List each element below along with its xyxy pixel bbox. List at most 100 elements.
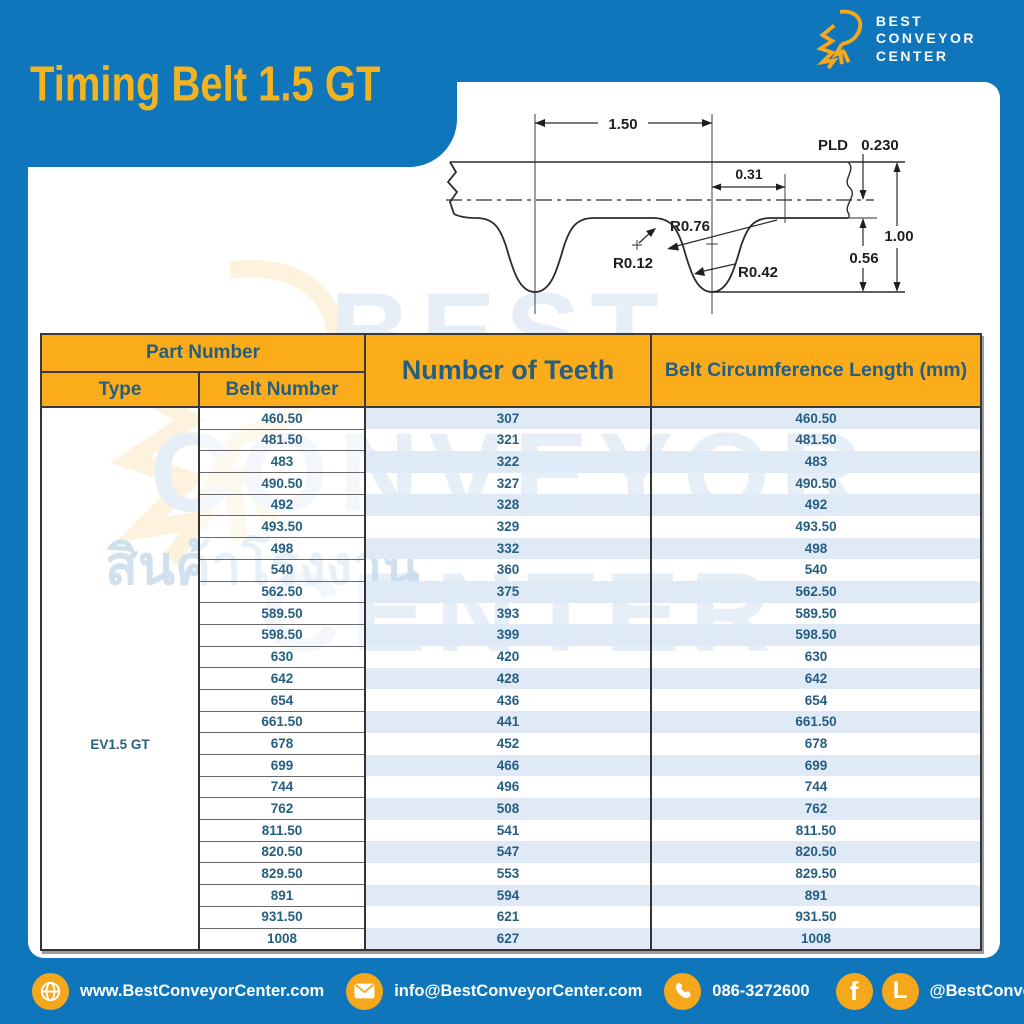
header-type: Type	[40, 371, 200, 408]
teeth-count-cell: 452	[365, 732, 652, 755]
teeth-count-cell: 547	[365, 841, 652, 863]
title-block: Timing Belt 1.5 GT	[0, 0, 457, 167]
table-row: 483 322 483	[41, 450, 981, 474]
belt-number-cell: 1008	[198, 927, 366, 951]
circumference-cell: 678	[804, 735, 828, 751]
belt-number-cell: 891	[198, 884, 366, 907]
belt-number-cell: 490.50	[198, 472, 366, 495]
website-text: www.BestConveyorCenter.com	[80, 981, 325, 1000]
table-row: 762 508 762	[41, 797, 981, 821]
belt-number-cell: 661.50	[198, 710, 366, 734]
belt-number-cell: 820.50	[198, 840, 366, 864]
teeth-count-cell: 508	[365, 797, 652, 820]
teeth-count-cell: 329	[365, 515, 652, 538]
dim-pld-value: 0.230	[861, 137, 899, 154]
line-icon: L	[881, 972, 919, 1010]
belt-number-cell: 483	[198, 450, 366, 474]
teeth-count-cell: 327	[365, 472, 652, 495]
belt-number-cell: 642	[198, 667, 366, 690]
dim-total-height: 1.00	[884, 228, 913, 245]
dim-radius-flank: R0.76	[670, 218, 710, 235]
circumference-cell: 744	[804, 779, 828, 795]
teeth-count-cell: 328	[365, 494, 652, 516]
teeth-count-cell: 594	[365, 884, 652, 907]
circumference-cell: 598.50	[651, 624, 981, 647]
table-row: 1008 627 1008	[41, 927, 981, 951]
circumference-cell: 762	[651, 797, 981, 820]
belt-number-cell: 744	[198, 775, 366, 799]
table-row: 661.50 441 661.50	[41, 710, 981, 734]
phone-icon	[664, 972, 702, 1010]
header-teeth: Number of Teeth	[364, 333, 652, 408]
teeth-count-cell: 393	[365, 602, 652, 625]
table-row: 490.50 327 490.50	[41, 472, 981, 495]
belt-number-cell: 493.50	[198, 515, 366, 539]
teeth-count-cell: 621	[365, 906, 652, 928]
teeth-count-cell: 307	[365, 407, 652, 430]
spec-table: Part Number Number of Teeth Belt Circumf…	[40, 333, 982, 952]
globe-icon	[32, 972, 69, 1010]
circumference-cell: 699	[651, 754, 981, 777]
header-circumference: Belt Circumference Length (mm)	[650, 333, 982, 408]
phone-item: 086-3272600	[664, 972, 810, 1010]
teeth-count-cell: 466	[365, 754, 652, 777]
teeth-count-cell: 321	[365, 429, 652, 451]
teeth-count-cell: 322	[365, 450, 652, 473]
table-row: 891 594 891	[41, 884, 981, 907]
circumference-cell: 490.50	[795, 475, 837, 491]
table-row: 589.50 393 589.50	[41, 602, 981, 625]
brand-line2: CONVEYOR	[875, 30, 976, 47]
email-item: info@BestConveyorCenter.com	[346, 972, 642, 1010]
table-row: 811.50 541 811.50	[41, 819, 981, 842]
goat-logo-icon	[816, 9, 863, 70]
table-row: EV1.5 GT 460.50 307 460.50	[40, 405, 981, 952]
table-row: 820.50 547 820.50	[41, 840, 981, 864]
footer: www.BestConveyorCenter.com info@BestConv…	[0, 958, 1024, 1024]
table-row: 744 496 744	[41, 775, 981, 799]
belt-number-cell: 699	[198, 754, 366, 777]
circumference-cell: 1008	[651, 928, 981, 951]
belt-number-cell: 630	[198, 645, 366, 669]
dim-pitch: 1.50	[608, 116, 637, 133]
circumference-cell: 931.50	[795, 909, 837, 925]
table-row: 481.50 321 481.50	[41, 428, 981, 452]
circumference-cell: 642	[651, 667, 981, 690]
table-row: 492 328 492	[41, 493, 981, 517]
page-title: Timing Belt 1.5 GT	[30, 58, 381, 112]
circumference-cell: 811.50	[795, 822, 837, 838]
teeth-count-cell: 627	[365, 928, 652, 951]
belt-profile-diagram: 1.50 0.31 PLD 0.230 0.56 1.00 R0.76 R0.1…	[446, 114, 914, 314]
type-cell: EV1.5 GT	[40, 405, 200, 952]
teeth-count-cell: 332	[365, 537, 652, 560]
table-row: 562.50 375 562.50	[41, 580, 981, 604]
brand-line3: CENTER	[875, 47, 949, 64]
table-row: 642 428 642	[41, 667, 981, 690]
social-text: @BestConveyorCenter	[929, 981, 1024, 1000]
teeth-count-cell: 441	[365, 711, 652, 733]
circumference-cell: 540	[804, 562, 828, 578]
belt-number-cell: 589.50	[198, 602, 366, 625]
circumference-cell: 460.50	[651, 407, 981, 430]
teeth-count-cell: 399	[365, 624, 652, 647]
table-body: EV1.5 GT 460.50 307 460.50 481.50 321 481.50 48…	[40, 405, 981, 952]
teeth-count-cell: 428	[365, 667, 652, 690]
belt-number-cell: 654	[198, 688, 366, 712]
circumference-cell: 483	[651, 450, 981, 473]
phone-text: 086-3272600	[712, 981, 810, 1000]
belt-number-cell: 492	[198, 493, 366, 517]
belt-number-cell: 811.50	[198, 819, 366, 842]
website-item: www.BestConveyorCenter.com	[32, 972, 325, 1010]
circumference-cell: 829.50	[795, 866, 837, 882]
dim-radius-root: R0.42	[738, 264, 778, 281]
circumference-cell: 498	[651, 537, 981, 560]
table-row: 540 360 540	[41, 558, 981, 582]
table-row: 699 466 699	[41, 754, 981, 777]
teeth-count-cell: 436	[365, 689, 652, 712]
belt-number-cell: 481.50	[198, 428, 366, 452]
table-row: 678 452 678	[41, 732, 981, 755]
circumference-cell: 589.50	[795, 605, 837, 621]
teeth-count-cell: 375	[365, 581, 652, 603]
belt-number-cell: 460.50	[198, 406, 366, 430]
facebook-icon: f	[835, 972, 873, 1010]
table-row: 931.50 621 931.50	[41, 905, 981, 929]
